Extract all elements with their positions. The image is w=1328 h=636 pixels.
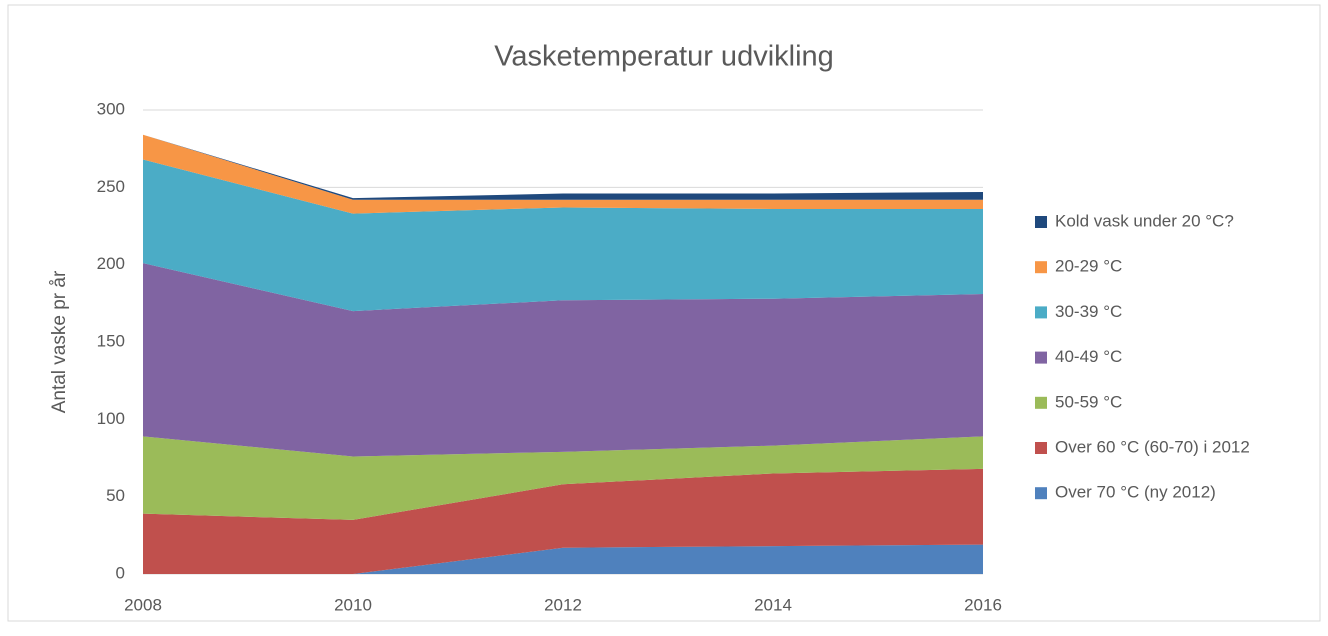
y-tick-label: 100: [97, 409, 125, 428]
chart-title: Vasketemperatur udvikling: [494, 41, 834, 73]
area: [143, 134, 983, 200]
area: [143, 134, 983, 214]
y-tick-label: 50: [106, 486, 125, 505]
y-axis-title: Antal vaske pr år: [49, 270, 70, 413]
y-tick-label: 200: [97, 254, 125, 273]
area: [143, 263, 983, 457]
area: [143, 468, 983, 574]
y-tick-label: 0: [116, 563, 125, 582]
legend-swatch: [1035, 442, 1047, 454]
area: [143, 436, 983, 520]
legend-label: 50-59 °C: [1055, 392, 1122, 411]
legend-label: Over 70 °C (ny 2012): [1055, 483, 1216, 502]
legend-swatch: [1035, 261, 1047, 274]
legend-label: Kold vask under 20 °C?: [1055, 211, 1234, 230]
legend-swatch: [1035, 487, 1047, 500]
legend-swatch: [1035, 396, 1047, 409]
x-tick-label: 2016: [964, 595, 1002, 614]
legend-label: 40-49 °C: [1055, 347, 1122, 366]
legend-label: Over 60 °C (60-70) i 2012: [1055, 437, 1250, 456]
area: [143, 544, 983, 574]
y-tick-label: 250: [97, 177, 125, 196]
y-tick-label: 150: [97, 331, 125, 350]
x-tick-label: 2014: [754, 595, 792, 614]
area: [143, 159, 983, 312]
legend-swatch: [1035, 306, 1047, 319]
legend-swatch: [1035, 351, 1047, 364]
legend-label: 30-39 °C: [1055, 302, 1122, 321]
x-tick-label: 2012: [544, 595, 582, 614]
legend-label: 20-29 °C: [1055, 257, 1122, 276]
legend-swatch: [1035, 216, 1047, 228]
y-tick-label: 300: [97, 99, 125, 118]
x-tick-label: 2010: [334, 595, 372, 614]
x-tick-label: 2008: [124, 595, 162, 614]
